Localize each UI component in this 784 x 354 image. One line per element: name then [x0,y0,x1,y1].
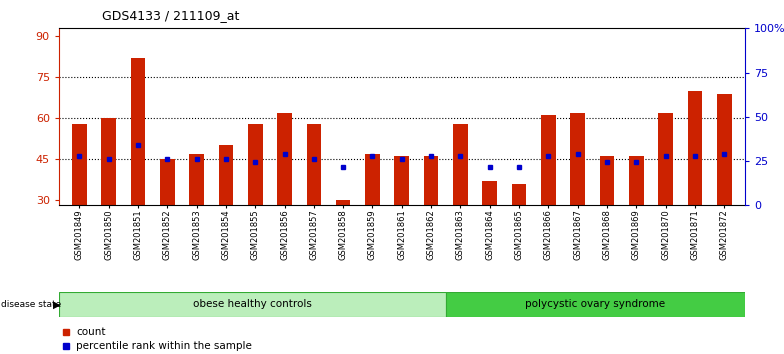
Bar [394,156,409,281]
Bar [717,94,731,281]
Text: obese healthy controls: obese healthy controls [193,299,312,309]
Bar [336,200,350,281]
Bar [101,118,116,281]
Bar [307,124,321,281]
Bar [278,113,292,281]
Bar [541,115,556,281]
Bar [72,124,87,281]
Text: polycystic ovary syndrome: polycystic ovary syndrome [525,299,666,309]
Bar [189,154,204,281]
Bar [600,156,615,281]
Bar [219,145,233,281]
Bar [365,154,379,281]
Bar [59,292,446,317]
Bar [512,183,526,281]
Bar [160,159,175,281]
Bar [482,181,497,281]
Text: GDS4133 / 211109_at: GDS4133 / 211109_at [102,9,239,22]
Bar [659,113,673,281]
Text: percentile rank within the sample: percentile rank within the sample [76,341,252,351]
Bar [453,124,468,281]
Text: ▶: ▶ [53,299,61,309]
Bar [629,156,644,281]
Text: disease state: disease state [1,300,61,309]
Bar [131,58,145,281]
Bar [446,292,745,317]
Bar [424,156,438,281]
Bar [571,113,585,281]
Bar [248,124,263,281]
Bar [688,91,702,281]
Text: count: count [76,327,106,337]
